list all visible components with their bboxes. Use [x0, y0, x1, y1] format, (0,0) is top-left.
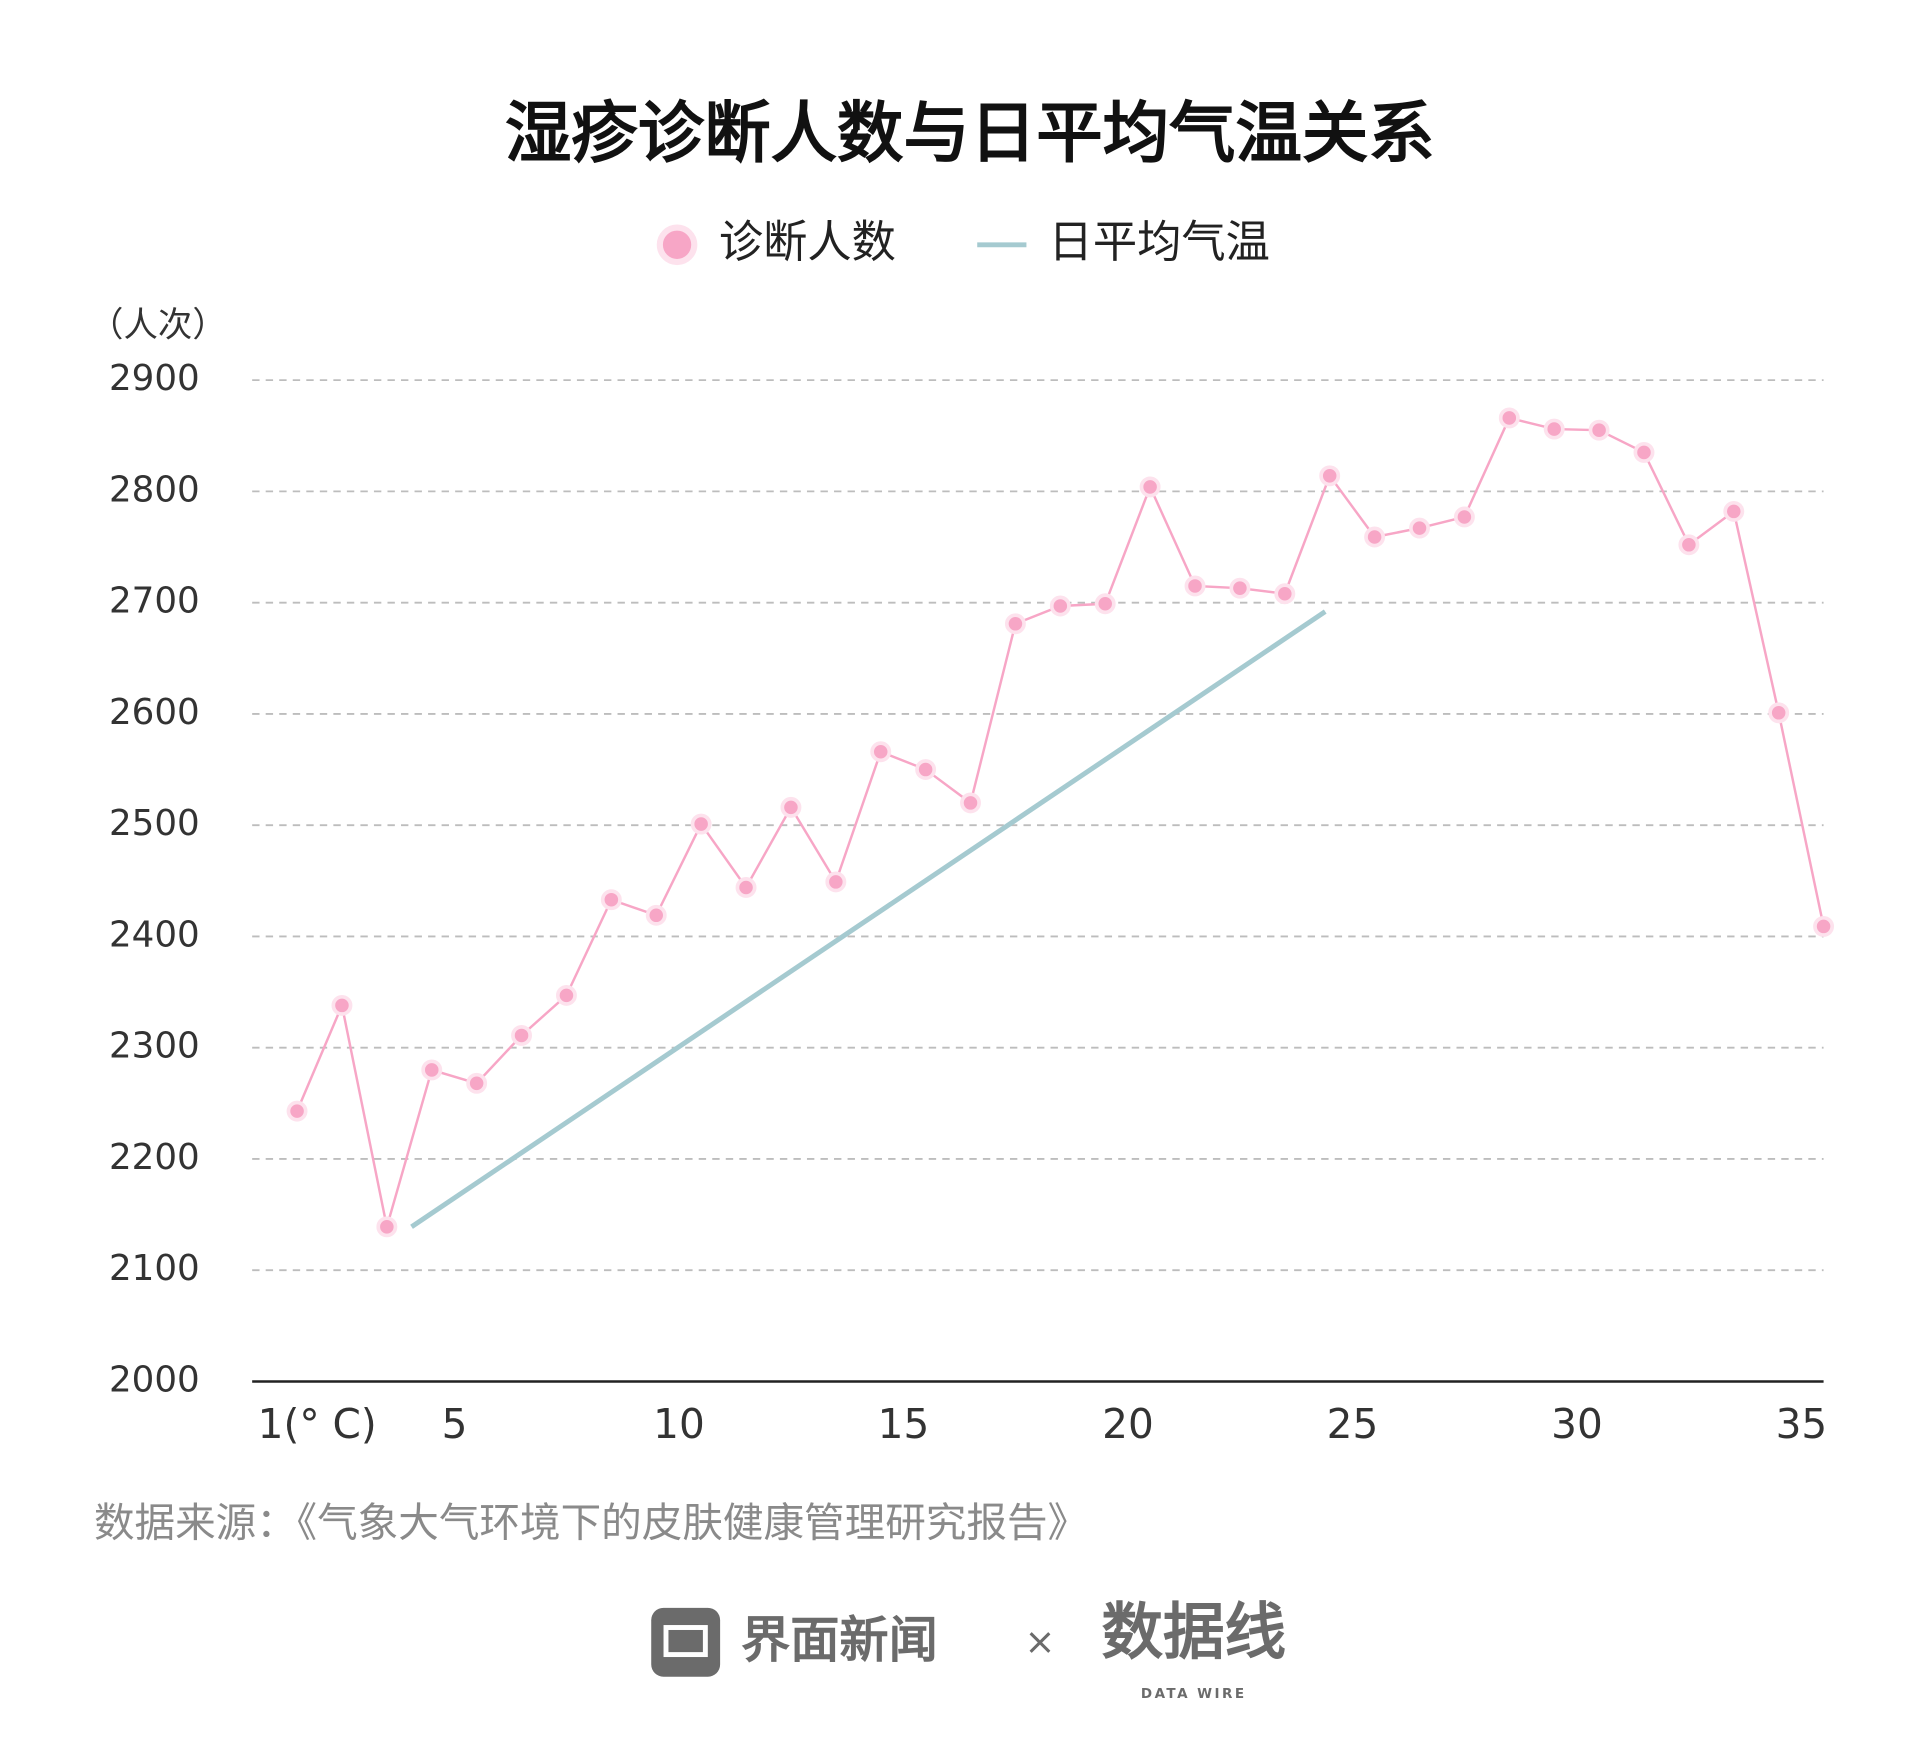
data-point [690, 813, 712, 835]
logo-sub: DATA WIRE [1141, 1686, 1247, 1702]
data-point [511, 1024, 533, 1046]
y-tick-label: 2400 [109, 914, 200, 955]
y-axis-label: （人次） [89, 306, 227, 346]
data-point [735, 877, 757, 898]
data-point [1723, 500, 1745, 522]
legend-label: 诊断人数 [719, 217, 896, 268]
source-note: 数据来源：《气象大气环境下的皮肤健康管理研究报告》 [94, 1498, 1088, 1546]
y-tick-label: 2500 [109, 803, 200, 844]
brand-icon-inner [663, 1625, 708, 1658]
data-point [1588, 419, 1610, 441]
data-point [825, 871, 847, 893]
data-point [1319, 465, 1341, 487]
data-point [1543, 418, 1565, 440]
data-point [1498, 407, 1520, 429]
data-point [1768, 702, 1790, 724]
data-point [1184, 575, 1206, 597]
legend: 诊断人数 日平均气温 [656, 217, 1270, 268]
background [5, 0, 1915, 1737]
data-point [1139, 476, 1161, 498]
x-tick-label: 15 [878, 1400, 930, 1448]
data-point [600, 889, 622, 911]
data-point [780, 796, 802, 818]
legend-label: 日平均气温 [1049, 217, 1270, 268]
data-point [555, 984, 577, 1006]
y-tick-label: 2900 [109, 358, 200, 399]
y-tick-label: 2100 [109, 1248, 200, 1289]
separator: × [1025, 1620, 1056, 1663]
brand-name: 界面新闻 [741, 1611, 938, 1669]
y-tick-label: 2300 [109, 1026, 200, 1067]
x-tick-label: 30 [1551, 1400, 1603, 1448]
y-tick-label: 2200 [109, 1137, 200, 1178]
legend-marker [656, 224, 698, 266]
data-point [1409, 517, 1430, 539]
y-tick-label: 2700 [109, 581, 200, 622]
series-line [410, 609, 1327, 1229]
x-tick-label: 10 [653, 1400, 705, 1448]
y-tick-label: 2600 [109, 692, 200, 733]
data-point [331, 994, 353, 1016]
data-point [915, 759, 937, 780]
data-point [870, 741, 892, 763]
data-point [1094, 593, 1116, 615]
x-tick-label: 25 [1327, 1400, 1379, 1448]
data-point [466, 1072, 488, 1094]
x-tick-label: 35 [1776, 1400, 1828, 1448]
data-point [1004, 613, 1026, 635]
y-tick-label: 2800 [109, 469, 200, 510]
chart-title: 湿疹诊断人数与日平均气温关系 [505, 94, 1435, 172]
data-point [1364, 526, 1386, 548]
x-tick-label: 20 [1102, 1400, 1154, 1448]
data-point [1453, 506, 1475, 528]
plot-area: 2000 2100 2200 2300 2400 2500 2600 2700 2800 2900… [109, 358, 1835, 1448]
x-tick-label: 5 [442, 1400, 468, 1448]
logo: 数据线 [1101, 1596, 1286, 1668]
x-tick-label: 1(° C) [258, 1400, 377, 1448]
y-tick-label: 2000 [109, 1359, 200, 1400]
data-point [1229, 577, 1251, 599]
data-point [1678, 534, 1700, 556]
brand-icon [651, 1607, 721, 1677]
data-point [960, 792, 981, 814]
data-point [1049, 595, 1071, 617]
data-point [286, 1100, 308, 1122]
data-point [645, 904, 667, 926]
data-point [376, 1216, 398, 1238]
footer: 界面新闻 × 数据线 DATA WIRE [651, 1596, 1286, 1702]
data-point [1813, 915, 1835, 937]
data-point [1274, 583, 1296, 605]
data-point [421, 1059, 443, 1081]
data-point [1633, 441, 1655, 463]
